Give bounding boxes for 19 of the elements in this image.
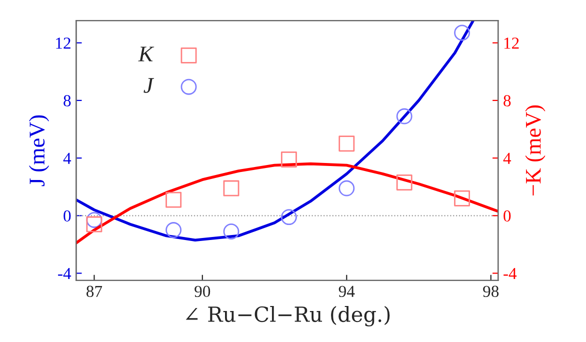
x-tick-label: 94 <box>338 286 355 298</box>
x-tick-label: 98 <box>483 286 499 298</box>
legend-label: J <box>144 78 154 93</box>
y2-axis-title: −K (meV) <box>525 105 546 196</box>
y-tick-label: 12 <box>56 38 70 49</box>
x-tick-label: 87 <box>86 286 102 298</box>
y-tick-label: -4 <box>58 268 72 280</box>
y2-tick-label: 12 <box>504 38 519 49</box>
x-axis-title: ∠ Ru−Cl−Ru (deg.) <box>186 306 390 326</box>
y2-tick-label: 8 <box>504 95 511 106</box>
y2-tick-label: -4 <box>504 268 517 280</box>
y-tick-label: 0 <box>64 210 71 222</box>
x-tick-label: 90 <box>194 286 210 298</box>
legend-label: K <box>138 46 154 62</box>
y-tick-label: 4 <box>63 152 72 164</box>
y2-tick-label: 0 <box>504 210 511 222</box>
y2-tick-label: 4 <box>503 152 512 164</box>
y-tick-label: 8 <box>64 95 71 106</box>
y-axis-title: J (meV) <box>28 115 50 186</box>
